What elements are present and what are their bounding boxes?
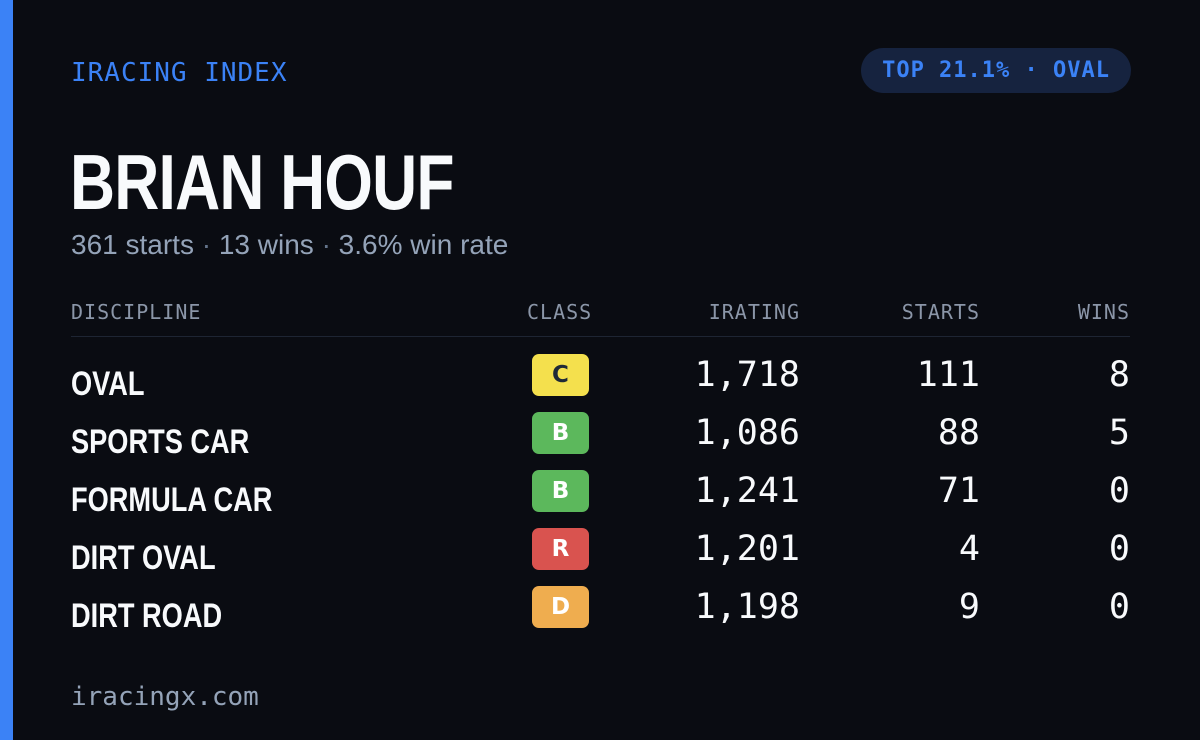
table-header: DISCIPLINE CLASS IRATING STARTS WINS (71, 298, 1130, 337)
starts-value: 4 (958, 529, 980, 569)
win-rate-summary: 3.6% win rate (338, 229, 509, 260)
license-class-badge: R (532, 528, 589, 570)
wins-summary: 13 wins (218, 229, 314, 260)
column-header-wins: WINS (1077, 300, 1130, 324)
starts-summary: 361 starts (71, 229, 194, 260)
discipline-name: DIRT OVAL (71, 539, 216, 577)
starts-value: 71 (937, 471, 980, 511)
starts-value: 88 (937, 413, 980, 453)
column-header-discipline: DISCIPLINE (71, 300, 202, 324)
separator: · (321, 229, 331, 260)
rank-badge: TOP 21.1% · OVAL (861, 48, 1131, 93)
driver-name: BRIAN HOUF (70, 138, 455, 226)
wins-value: 0 (1108, 529, 1130, 569)
irating-value: 1,241 (694, 471, 800, 511)
wins-value: 5 (1108, 413, 1130, 453)
column-header-irating: IRATING (708, 300, 800, 324)
discipline-name: FORMULA CAR (71, 481, 273, 519)
table-row: DIRT ROAD D 1,198 9 0 (71, 582, 1130, 640)
license-class-badge: D (532, 586, 589, 628)
starts-value: 111 (916, 355, 980, 395)
license-class-badge: C (532, 354, 589, 396)
wins-value: 8 (1108, 355, 1130, 395)
brand-title: IRACING INDEX (71, 58, 288, 88)
discipline-name: SPORTS CAR (71, 423, 250, 461)
site-link[interactable]: iracingx.com (71, 682, 259, 712)
accent-bar (0, 0, 13, 740)
license-class-badge: B (532, 470, 589, 512)
wins-value: 0 (1108, 587, 1130, 627)
table-row: DIRT OVAL R 1,201 4 0 (71, 524, 1130, 582)
table-row: SPORTS CAR B 1,086 88 5 (71, 408, 1130, 466)
table-row: OVAL C 1,718 111 8 (71, 350, 1130, 408)
column-header-class: CLASS (527, 300, 593, 324)
irating-value: 1,086 (694, 413, 800, 453)
wins-value: 0 (1108, 471, 1130, 511)
discipline-name: DIRT ROAD (71, 597, 223, 635)
separator: · (201, 229, 212, 260)
irating-value: 1,198 (694, 587, 800, 627)
column-header-starts: STARTS (901, 300, 980, 324)
discipline-name: OVAL (71, 365, 145, 403)
table-row: FORMULA CAR B 1,241 71 0 (71, 466, 1130, 524)
irating-value: 1,718 (694, 355, 800, 395)
license-class-badge: B (532, 412, 589, 454)
irating-value: 1,201 (694, 529, 800, 569)
starts-value: 9 (958, 587, 980, 627)
driver-summary: 361 starts · 13 wins · 3.6% win rate (71, 227, 508, 263)
discipline-table: OVAL C 1,718 111 8 SPORTS CAR B 1,086 88… (71, 350, 1130, 640)
